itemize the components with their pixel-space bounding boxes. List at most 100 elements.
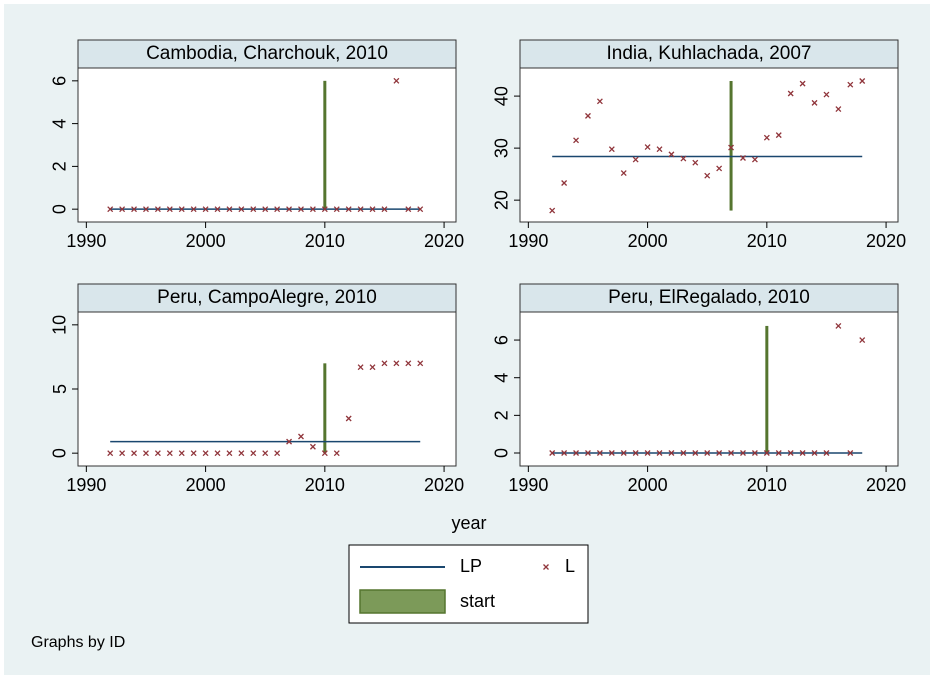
x-tick-label: 1990: [508, 231, 548, 251]
panel-title: Peru, ElRegalado, 2010: [608, 287, 810, 308]
x-tick-label: 2020: [866, 475, 906, 495]
l-marker: [333, 206, 340, 213]
y-tick-label: 0: [492, 448, 512, 458]
l-marker: [214, 450, 221, 457]
l-marker: [345, 206, 352, 213]
l-marker: [119, 206, 126, 213]
l-marker: [214, 206, 221, 213]
l-marker: [847, 450, 854, 456]
l-marker: [811, 450, 818, 456]
x-tick-label: 2010: [305, 231, 345, 251]
l-marker: [202, 206, 209, 213]
y-tick-label: 6: [492, 335, 512, 345]
plot-area: [519, 311, 899, 467]
x-tick-label: 2020: [866, 231, 906, 251]
panel-title: Peru, CampoAlegre, 2010: [157, 287, 377, 308]
l-marker: [333, 450, 340, 457]
y-tick-label: 40: [492, 86, 512, 106]
l-marker: [250, 206, 257, 213]
l-marker: [226, 450, 233, 457]
x-tick-label: 1990: [66, 231, 106, 251]
l-marker: [131, 450, 138, 457]
l-marker: [309, 206, 316, 213]
l-marker: [835, 106, 842, 113]
l-marker: [608, 146, 615, 153]
l-marker: [775, 132, 782, 139]
l-marker: [704, 450, 711, 456]
l-marker: [728, 450, 735, 456]
l-marker: [787, 450, 794, 456]
x-tick-label: 2010: [747, 231, 787, 251]
l-marker: [596, 98, 603, 105]
l-marker: [309, 443, 316, 450]
legend-start-swatch: [359, 589, 446, 614]
y-tick-label: 0: [50, 204, 70, 214]
l-marker: [859, 337, 866, 344]
x-tick-label: 2000: [186, 475, 226, 495]
x-tick-label: 2000: [628, 231, 668, 251]
l-marker: [178, 450, 185, 457]
l-marker: [262, 206, 269, 213]
x-axis-label: year: [451, 513, 486, 533]
l-marker: [596, 450, 603, 456]
l-marker: [405, 360, 412, 367]
l-marker: [763, 450, 770, 456]
l-marker: [190, 206, 197, 213]
l-marker: [668, 450, 675, 456]
l-marker: [321, 450, 328, 457]
legend-l-swatch: [543, 564, 549, 570]
l-marker: [405, 206, 412, 213]
x-tick-label: 2000: [628, 475, 668, 495]
x-tick-label: 2010: [747, 475, 787, 495]
l-marker: [585, 112, 591, 119]
l-marker: [190, 450, 197, 457]
l-marker: [357, 364, 364, 371]
l-marker: [393, 360, 400, 367]
l-marker: [692, 450, 699, 456]
l-marker: [166, 450, 173, 457]
l-marker: [787, 90, 794, 97]
panel-title: India, Kuhlachada, 2007: [607, 43, 812, 64]
start-bar: [323, 80, 327, 210]
y-tick-label: 0: [50, 448, 70, 458]
x-tick-label: 1990: [66, 475, 106, 495]
l-marker: [393, 77, 400, 84]
l-marker: [740, 450, 746, 456]
x-tick-label: 2010: [305, 475, 345, 495]
y-tick-label: 4: [50, 119, 70, 129]
start-bar: [729, 81, 733, 211]
l-marker: [286, 206, 293, 213]
l-marker: [274, 450, 281, 457]
title-strip: [519, 39, 899, 69]
l-marker: [620, 450, 627, 456]
x-tick-label: 2020: [424, 231, 464, 251]
title-strip: [77, 39, 457, 69]
l-marker: [357, 206, 364, 213]
l-marker: [166, 206, 173, 213]
l-marker: [107, 206, 114, 213]
l-marker: [369, 364, 376, 371]
l-marker: [680, 155, 687, 162]
l-marker: [775, 450, 782, 456]
plot-area: [519, 67, 899, 223]
l-marker: [573, 137, 580, 144]
l-marker: [799, 80, 806, 87]
l-marker: [561, 180, 568, 186]
l-marker: [143, 450, 149, 457]
y-tick-label: 5: [50, 384, 70, 394]
l-marker: [178, 206, 185, 213]
y-tick-label: 6: [50, 76, 70, 86]
l-marker: [549, 450, 556, 456]
start-bar: [323, 363, 327, 454]
l-marker: [704, 172, 711, 179]
l-marker: [202, 450, 209, 457]
l-marker: [274, 206, 281, 213]
l-marker: [154, 450, 161, 457]
x-tick-label: 2020: [424, 475, 464, 495]
y-tick-label: 10: [50, 315, 70, 335]
y-tick-label: 2: [50, 161, 70, 171]
l-marker: [549, 207, 556, 214]
l-marker: [417, 206, 424, 213]
l-marker: [680, 450, 687, 456]
